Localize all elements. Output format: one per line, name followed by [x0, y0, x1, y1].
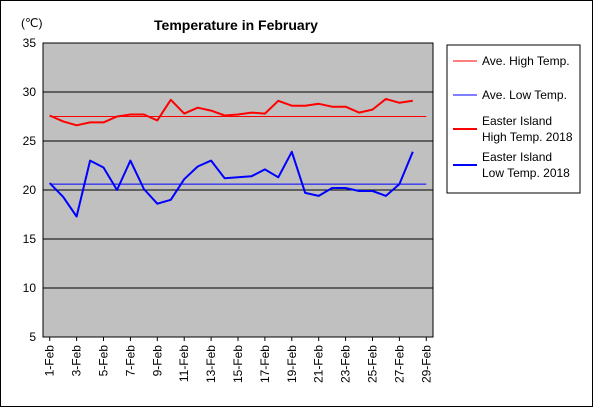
x-tick-label: 19-Feb	[285, 345, 299, 383]
y-axis-unit-label: (℃)	[21, 16, 42, 30]
y-tick-label: 30	[23, 85, 37, 99]
y-tick-label: 15	[23, 232, 37, 246]
legend-label-2: Ave. Low Temp.	[482, 88, 567, 102]
y-axis-ticks: 5 10 15 20 25 30 35	[23, 36, 37, 344]
x-axis-ticks: 1-Feb 3-Feb 5-Feb 7-Feb 9-Feb 11-Feb 13-Feb 15-…	[43, 337, 433, 383]
y-tick-label: 10	[23, 281, 37, 295]
x-tick-label: 15-Feb	[231, 345, 245, 383]
x-tick-label: 11-Feb	[177, 345, 191, 382]
x-tick-label: 25-Feb	[365, 345, 379, 383]
chart-title: Temperature in February	[154, 17, 318, 33]
series-line-3	[49, 97, 413, 127]
plot-border	[42, 42, 434, 338]
x-tick-label: 21-Feb	[312, 345, 326, 383]
y-tick-label: 25	[23, 134, 37, 148]
legend-label-4: Easter Island	[482, 150, 552, 164]
x-tick-label: 29-Feb	[419, 345, 433, 383]
x-tick-label: 27-Feb	[392, 345, 406, 383]
y-tick-label: 5	[29, 330, 36, 344]
legend-label-3: Easter Island	[482, 114, 552, 128]
x-tick-label: 3-Feb	[70, 345, 84, 377]
series-lines	[48, 97, 427, 218]
legend-label-4: Low Temp. 2018	[482, 166, 570, 180]
x-tick-label: 17-Feb	[258, 345, 272, 383]
y-tick-label: 35	[23, 36, 37, 50]
legend-label-1: Ave. High Temp.	[482, 54, 570, 68]
y-tick-label: 20	[23, 183, 37, 197]
x-tick-label: 9-Feb	[150, 345, 164, 377]
legend-label-3: High Temp. 2018	[482, 130, 573, 144]
legend-items: Ave. High Temp. Ave. Low Temp. Easter Isla…	[453, 54, 573, 180]
x-tick-label: 23-Feb	[339, 345, 353, 383]
x-tick-label: 5-Feb	[97, 345, 111, 377]
x-tick-label: 7-Feb	[123, 345, 137, 377]
legend	[446, 44, 581, 194]
series-line-4	[48, 150, 414, 218]
x-tick-label: 1-Feb	[43, 345, 57, 377]
x-tick-label: 13-Feb	[204, 345, 218, 383]
